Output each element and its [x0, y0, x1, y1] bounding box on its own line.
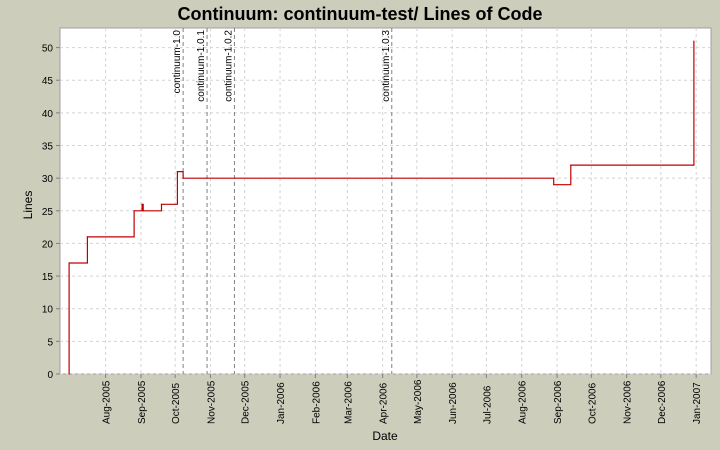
x-tick-label: Apr-2006	[379, 382, 390, 424]
x-tick-label: Dec-2006	[657, 380, 668, 424]
y-tick-label: 45	[42, 76, 54, 87]
chart-title: Continuum: continuum-test/ Lines of Code	[178, 4, 543, 24]
x-tick-label: Oct-2005	[171, 382, 182, 424]
data-point	[86, 236, 88, 238]
data-point	[142, 210, 144, 212]
data-point	[553, 184, 555, 186]
marker-label: continuum-1.0	[172, 30, 183, 94]
y-axis: 0 5 10 15 20 25 30 35 40 45 50	[42, 44, 60, 381]
y-tick-label: 40	[42, 109, 54, 120]
series-layer	[68, 40, 695, 375]
x-tick-label: Nov-2005	[206, 380, 217, 424]
y-tick-label: 5	[47, 337, 53, 348]
x-tick-label: Jun-2006	[448, 382, 459, 424]
y-tick-label: 15	[42, 272, 54, 283]
x-tick-label: Nov-2006	[623, 380, 634, 424]
data-point	[182, 177, 184, 179]
y-tick-label: 0	[47, 370, 53, 381]
y-tick-label: 10	[42, 305, 54, 316]
x-axis-label: Date	[372, 429, 398, 443]
x-tick-label: Aug-2005	[102, 380, 113, 424]
data-point	[68, 373, 70, 375]
x-tick-label: Aug-2006	[518, 380, 529, 424]
data-point	[68, 262, 70, 264]
y-tick-label: 20	[42, 239, 54, 250]
y-tick-label: 30	[42, 174, 54, 185]
data-point	[141, 203, 143, 205]
grid-lines	[60, 28, 711, 375]
x-tick-label: Oct-2006	[587, 382, 598, 424]
x-axis: Aug-2005 Sep-2005 Oct-2005 Nov-2005 Dec-2005…	[102, 374, 703, 424]
x-tick-label: Mar-2006	[343, 381, 354, 424]
x-tick-label: Sep-2006	[553, 380, 564, 424]
y-axis-label: Lines	[21, 191, 35, 220]
data-point	[176, 171, 179, 173]
y-tick-label: 25	[42, 207, 54, 218]
x-tick-label: Jan-2007	[692, 382, 703, 424]
x-tick-label: Jan-2006	[276, 382, 287, 424]
x-tick-label: Feb-2006	[311, 381, 322, 424]
y-tick-label: 35	[42, 142, 54, 153]
data-point	[160, 203, 163, 205]
plot-area	[59, 27, 712, 375]
marker-label: continuum-1.0.1	[196, 30, 207, 102]
marker-label: continuum-1.0.2	[223, 30, 234, 102]
data-point	[693, 40, 695, 42]
data-point	[570, 164, 572, 166]
data-point	[692, 164, 694, 166]
x-tick-label: Sep-2005	[137, 380, 148, 424]
data-point	[133, 210, 135, 212]
x-tick-label: Dec-2005	[241, 380, 252, 424]
x-tick-label: Jul-2006	[482, 385, 493, 424]
x-tick-label: May-2006	[413, 379, 424, 424]
release-markers: continuum-1.0 continuum-1.0.1 continuum-1.…	[172, 28, 393, 374]
marker-label: continuum-1.0.3	[381, 30, 392, 102]
y-tick-label: 50	[42, 44, 54, 55]
